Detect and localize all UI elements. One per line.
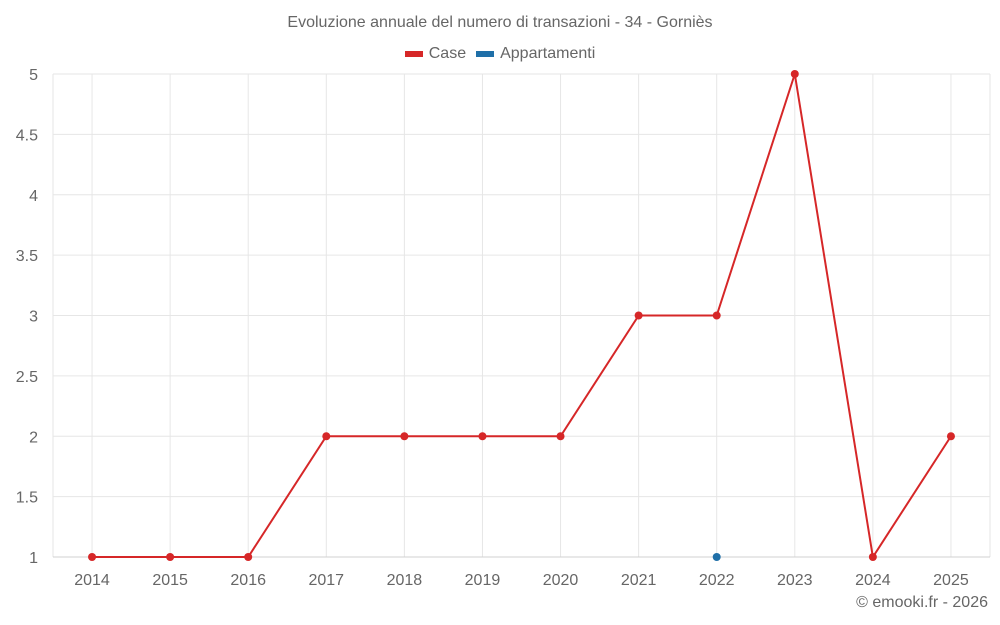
legend-swatch-appartamenti-icon bbox=[476, 51, 495, 57]
data-point[interactable] bbox=[790, 70, 799, 78]
y-tick-label: 3.5 bbox=[16, 248, 38, 265]
series-line bbox=[92, 73, 952, 560]
y-tick-label: 4.5 bbox=[16, 127, 38, 144]
legend-label-case: Case bbox=[428, 45, 467, 62]
data-point[interactable] bbox=[946, 432, 955, 441]
data-point[interactable] bbox=[634, 311, 643, 320]
y-tick-label: 5 bbox=[29, 67, 38, 84]
y-tick-label: 4 bbox=[29, 188, 38, 205]
data-point[interactable] bbox=[322, 432, 331, 441]
data-point[interactable] bbox=[244, 553, 253, 561]
x-tick-label: 2024 bbox=[855, 572, 891, 589]
x-tick-label: 2016 bbox=[230, 572, 266, 589]
copyright-credit: © emooki.fr - 2026 bbox=[856, 594, 988, 611]
x-axis: 2014 2015 2016 2017 2018 2019 2020 2021 2022 2023… bbox=[74, 572, 969, 589]
x-tick-label: 2020 bbox=[543, 572, 579, 589]
data-point[interactable] bbox=[400, 432, 409, 441]
chart-legend: Case Appartamenti bbox=[0, 45, 1000, 63]
x-tick-label: 2022 bbox=[699, 572, 735, 589]
x-tick-label: 2015 bbox=[152, 572, 188, 589]
y-axis: 1 1.5 2 2.5 3 3.5 4 4.5 5 bbox=[16, 67, 38, 567]
data-point[interactable] bbox=[88, 553, 97, 561]
series-layer bbox=[88, 70, 955, 561]
x-tick-label: 2014 bbox=[74, 572, 110, 589]
legend-item-case[interactable]: Case bbox=[404, 45, 467, 63]
legend-swatch-case-icon bbox=[404, 51, 423, 57]
data-point[interactable] bbox=[712, 311, 721, 320]
y-tick-label: 2.5 bbox=[16, 369, 38, 386]
legend-item-appartamenti[interactable]: Appartamenti bbox=[476, 45, 595, 63]
x-tick-label: 2018 bbox=[387, 572, 423, 589]
y-tick-label: 3 bbox=[29, 309, 38, 326]
x-tick-label: 2019 bbox=[465, 572, 501, 589]
grid-lines bbox=[52, 73, 991, 558]
x-tick-label: 2017 bbox=[308, 572, 344, 589]
data-point[interactable] bbox=[166, 553, 175, 561]
chart-title: Evoluzione annuale del numero di transaz… bbox=[287, 14, 713, 31]
data-point[interactable] bbox=[712, 553, 721, 561]
x-tick-label: 2025 bbox=[933, 572, 969, 589]
data-point[interactable] bbox=[556, 432, 565, 441]
y-tick-label: 2 bbox=[29, 429, 38, 446]
x-tick-label: 2023 bbox=[777, 572, 813, 589]
data-point[interactable] bbox=[478, 432, 487, 441]
x-tick-label: 2021 bbox=[621, 572, 657, 589]
y-tick-label: 1 bbox=[29, 550, 38, 567]
legend-label-appartamenti: Appartamenti bbox=[500, 45, 596, 62]
data-point[interactable] bbox=[868, 553, 877, 561]
y-tick-label: 1.5 bbox=[16, 490, 38, 507]
